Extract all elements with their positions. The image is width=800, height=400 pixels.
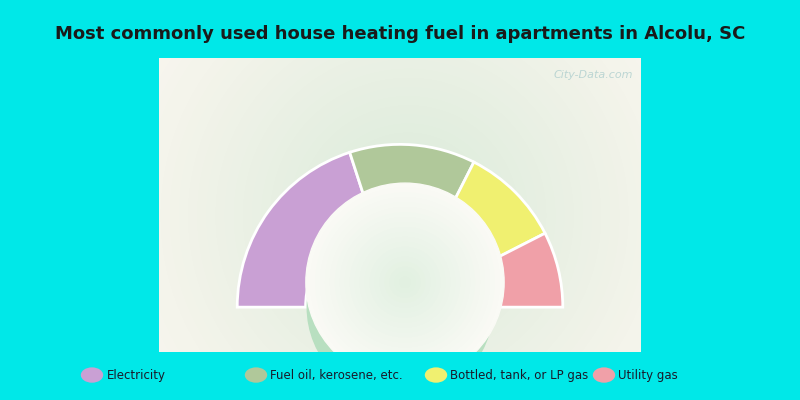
Circle shape bbox=[311, 188, 499, 376]
Circle shape bbox=[307, 214, 493, 400]
Wedge shape bbox=[484, 233, 562, 307]
Circle shape bbox=[321, 198, 490, 366]
Text: Electricity: Electricity bbox=[106, 368, 166, 382]
Ellipse shape bbox=[593, 367, 615, 383]
Circle shape bbox=[271, 79, 546, 353]
Circle shape bbox=[134, 0, 682, 400]
Circle shape bbox=[399, 207, 418, 225]
Circle shape bbox=[355, 233, 454, 332]
Circle shape bbox=[244, 51, 573, 380]
Circle shape bbox=[143, 0, 674, 400]
Circle shape bbox=[390, 198, 426, 234]
Circle shape bbox=[61, 0, 755, 400]
Circle shape bbox=[380, 258, 430, 307]
Circle shape bbox=[354, 161, 463, 271]
Circle shape bbox=[341, 218, 470, 347]
Circle shape bbox=[52, 0, 765, 400]
Circle shape bbox=[350, 228, 459, 337]
Circle shape bbox=[335, 143, 482, 289]
Circle shape bbox=[253, 60, 564, 371]
Circle shape bbox=[346, 223, 465, 342]
Circle shape bbox=[326, 203, 484, 362]
Circle shape bbox=[170, 0, 646, 400]
Circle shape bbox=[290, 97, 527, 334]
Circle shape bbox=[375, 252, 434, 312]
Wedge shape bbox=[443, 162, 545, 264]
Circle shape bbox=[262, 70, 554, 362]
Circle shape bbox=[70, 0, 746, 400]
Circle shape bbox=[306, 183, 504, 381]
Circle shape bbox=[189, 0, 627, 400]
Circle shape bbox=[79, 0, 737, 400]
Circle shape bbox=[344, 152, 472, 280]
Circle shape bbox=[116, 0, 701, 400]
Text: City-Data.com: City-Data.com bbox=[553, 70, 633, 80]
Circle shape bbox=[395, 272, 415, 292]
Circle shape bbox=[226, 33, 591, 398]
Circle shape bbox=[316, 193, 494, 372]
Circle shape bbox=[207, 15, 610, 400]
Circle shape bbox=[372, 179, 445, 252]
Circle shape bbox=[370, 248, 440, 317]
Circle shape bbox=[390, 267, 420, 297]
Circle shape bbox=[360, 238, 450, 327]
Circle shape bbox=[180, 0, 637, 400]
Circle shape bbox=[43, 0, 774, 400]
Circle shape bbox=[281, 88, 536, 344]
Text: Bottled, tank, or LP gas: Bottled, tank, or LP gas bbox=[450, 368, 589, 382]
Circle shape bbox=[366, 242, 445, 322]
Circle shape bbox=[125, 0, 691, 400]
Circle shape bbox=[153, 0, 664, 400]
Text: Utility gas: Utility gas bbox=[618, 368, 678, 382]
Circle shape bbox=[107, 0, 710, 400]
Circle shape bbox=[198, 6, 618, 400]
Wedge shape bbox=[238, 152, 371, 307]
Circle shape bbox=[89, 0, 728, 400]
Wedge shape bbox=[350, 144, 474, 223]
Circle shape bbox=[298, 106, 518, 326]
Text: Most commonly used house heating fuel in apartments in Alcolu, SC: Most commonly used house heating fuel in… bbox=[55, 25, 745, 43]
Circle shape bbox=[381, 188, 436, 243]
Circle shape bbox=[308, 115, 509, 316]
Ellipse shape bbox=[245, 367, 267, 383]
Circle shape bbox=[98, 0, 719, 400]
Circle shape bbox=[234, 42, 582, 389]
Circle shape bbox=[326, 134, 490, 298]
Ellipse shape bbox=[425, 367, 447, 383]
Circle shape bbox=[385, 262, 425, 302]
Ellipse shape bbox=[81, 367, 103, 383]
Circle shape bbox=[362, 170, 454, 262]
Text: Fuel oil, kerosene, etc.: Fuel oil, kerosene, etc. bbox=[270, 368, 403, 382]
Circle shape bbox=[317, 124, 500, 307]
Circle shape bbox=[330, 208, 479, 356]
Circle shape bbox=[335, 213, 474, 352]
Circle shape bbox=[217, 24, 600, 400]
Circle shape bbox=[162, 0, 655, 400]
Circle shape bbox=[400, 277, 410, 287]
